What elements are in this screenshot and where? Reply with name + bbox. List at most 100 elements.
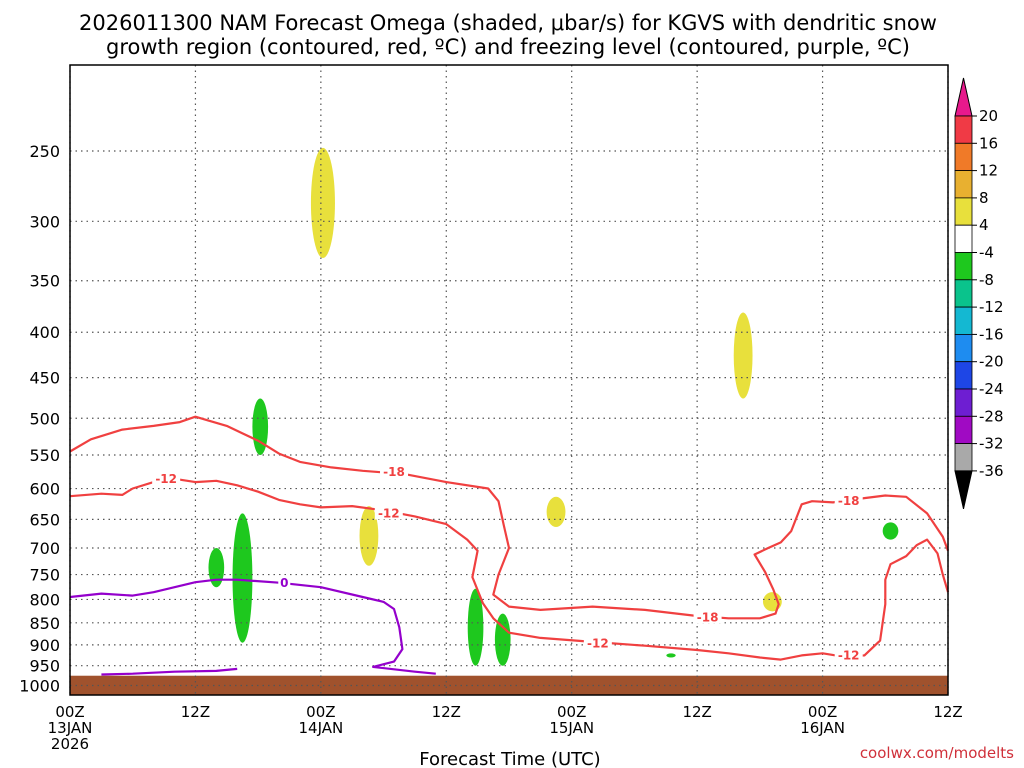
omega-shading — [208, 147, 899, 666]
x-tick-label: 12Z — [682, 703, 711, 721]
y-tick-label: 300 — [29, 212, 60, 231]
contour-label-bg — [834, 647, 863, 662]
contour-dgz-minus18 — [69, 415, 950, 620]
plot-background — [70, 65, 948, 695]
colorbar-label: 4 — [979, 216, 989, 234]
colorbar-segment — [954, 333, 973, 363]
y-axis: 250 300 350 400 450 500 550 600 650 700 750 800 850 9… — [19, 142, 60, 695]
x-tick-label: 00Z — [557, 703, 586, 721]
omega-area-yellow-lower-a — [359, 506, 379, 566]
y-tick-label: 650 — [29, 510, 60, 529]
ground-layer — [70, 675, 948, 695]
x-tick-label: 00Z — [808, 703, 837, 721]
x-tick-label: 00Z — [55, 703, 84, 721]
colorbar-segment — [954, 115, 973, 144]
omega-area-yellow-lower-b — [762, 592, 782, 612]
x-tick-label: 12Z — [181, 703, 210, 721]
contour-label-bg — [583, 635, 612, 650]
y-tick-label: 550 — [29, 446, 60, 465]
contour-label-bg — [152, 470, 181, 485]
colorbar-bottom-arrow — [954, 470, 973, 510]
contour-label: -12 — [378, 506, 400, 520]
colorbar-label: -24 — [979, 380, 1004, 398]
x-tick-label: 12Z — [432, 703, 461, 721]
contour-label-bg — [380, 464, 409, 479]
contour-label-bg — [278, 575, 291, 590]
colorbar-label: -12 — [979, 298, 1004, 316]
omega-area-yellow-upper — [310, 147, 335, 259]
x-tick-label: 13JAN — [48, 719, 93, 737]
colorbar: 20 16 12 8 4 -4 -8 -12 -16 -20 -24 -28 -32 -36 — [954, 77, 1004, 510]
contour-label: -18 — [838, 494, 860, 508]
colorbar-segment — [954, 443, 973, 472]
x-axis-label: Forecast Time (UTC) — [419, 749, 600, 768]
x-tick-label: 12Z — [933, 703, 962, 721]
colorbar-label: 20 — [979, 107, 998, 125]
contour-dgz-minus12 — [69, 477, 950, 661]
omega-area-green-c — [232, 513, 253, 643]
omega-area-green-f — [882, 522, 899, 540]
contour-label-bg — [834, 493, 863, 508]
ground-surface — [70, 675, 948, 695]
colorbar-segment — [954, 197, 973, 226]
colorbar-label: 12 — [979, 162, 998, 180]
colorbar-segment — [954, 306, 973, 335]
contour-label: -12 — [155, 472, 177, 486]
colorbar-segment — [954, 224, 973, 253]
colorbar-label: -28 — [979, 407, 1004, 425]
colorbar-segment — [954, 252, 973, 281]
colorbar-label: -36 — [979, 462, 1004, 480]
contour-label: -12 — [838, 648, 860, 662]
chart-title-line-2: growth region (contoured, red, ºC) and f… — [106, 35, 910, 59]
omega-area-green-g — [666, 653, 676, 658]
credit-link[interactable]: coolwx.com/modelts — [860, 744, 1014, 762]
colorbar-label: 8 — [979, 189, 989, 207]
y-tick-label: 900 — [29, 636, 60, 655]
colorbar-label: -16 — [979, 325, 1004, 343]
colorbar-segment — [954, 388, 973, 417]
contour-freezing-0 — [69, 578, 436, 675]
y-tick-label: 700 — [29, 539, 60, 558]
y-tick-label: 750 — [29, 566, 60, 585]
omega-area-green-e — [494, 613, 511, 666]
y-tick-label: 850 — [29, 614, 60, 633]
y-tick-label: 350 — [29, 272, 60, 291]
y-tick-label: 1000 — [19, 676, 60, 695]
colorbar-label: -20 — [979, 353, 1004, 371]
contour-label-bg — [374, 505, 403, 520]
contour-label: -12 — [587, 637, 609, 651]
contour-labels: -12 -18 -12 -18 -12 -18 -12 0 — [152, 464, 863, 662]
x-tick-label: 00Z — [306, 703, 335, 721]
omega-area-yellow-mid-right — [733, 312, 753, 399]
colorbar-segment — [954, 170, 973, 199]
y-tick-label: 450 — [29, 369, 60, 388]
x-tick-label: 16JAN — [800, 719, 845, 737]
y-tick-label: 600 — [29, 480, 60, 499]
y-tick-label: 250 — [29, 142, 60, 161]
colorbar-segment — [954, 279, 973, 308]
contour-label: 0 — [280, 576, 288, 590]
omega-area-green-d — [467, 588, 484, 666]
x-tick-label: 15JAN — [549, 719, 594, 737]
colorbar-segment — [954, 142, 973, 172]
x-tick-label: 14JAN — [298, 719, 343, 737]
colorbar-top-arrow — [954, 77, 973, 117]
colorbar-label: 16 — [979, 134, 998, 152]
contour-label-bg — [693, 609, 722, 624]
contour-freezing-0-lower — [101, 667, 238, 676]
colorbar-label: -4 — [979, 244, 994, 262]
contour-label: -18 — [383, 465, 405, 479]
y-tick-label: 950 — [29, 657, 60, 676]
colorbar-segment — [954, 361, 973, 390]
contour-lines — [69, 415, 950, 676]
colorbar-segment — [954, 415, 973, 444]
y-tick-label: 800 — [29, 590, 60, 609]
colorbar-label: -32 — [979, 435, 1004, 453]
omega-area-green-b — [208, 547, 225, 588]
omega-area-yellow-small — [546, 496, 566, 528]
colorbar-label: -8 — [979, 271, 994, 289]
x-tick-label: 2026 — [51, 735, 89, 753]
y-tick-label: 500 — [29, 409, 60, 428]
